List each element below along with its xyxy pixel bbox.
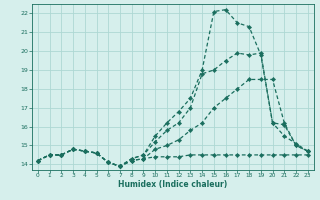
X-axis label: Humidex (Indice chaleur): Humidex (Indice chaleur) <box>118 180 228 189</box>
